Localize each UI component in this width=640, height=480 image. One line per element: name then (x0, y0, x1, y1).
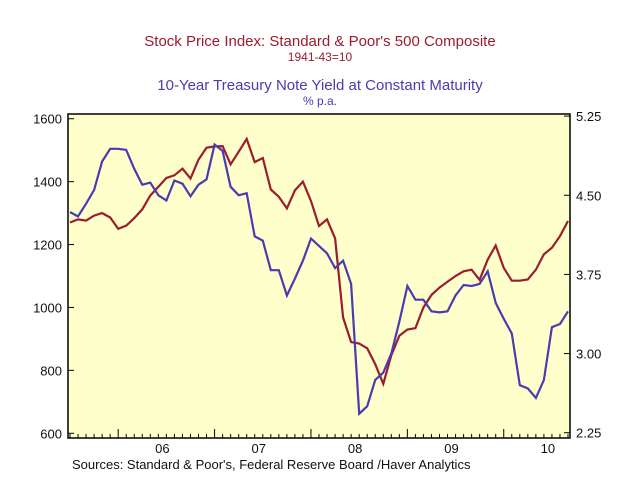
left-axis-tick-label: 1200 (33, 238, 62, 253)
chart-subtitle: 1941-43=10 (287, 50, 353, 64)
right-axis: 5.25 4.50 3.75 3.00 2.25 (564, 109, 601, 441)
chart-subtitle-secondary: % p.a. (302, 94, 338, 108)
x-axis: 06 07 08 09 10 (69, 429, 569, 456)
plot-frame (67, 113, 571, 439)
source-note: Sources: Standard & Poor's, Federal Rese… (72, 457, 471, 472)
x-axis-tick-label: 06 (155, 441, 169, 456)
x-axis-tick-label: 07 (252, 441, 266, 456)
left-axis-tick-label: 1000 (33, 300, 62, 315)
x-axis-tick-label: 10 (541, 441, 555, 456)
left-axis-tick-label: 800 (40, 363, 62, 378)
right-axis-tick-label: 5.25 (576, 109, 601, 124)
x-axis-tick-label: 09 (444, 441, 458, 456)
right-axis-tick-label: 3.00 (576, 347, 601, 362)
plot-area (68, 114, 570, 438)
right-axis-tick-label: 2.25 (576, 426, 601, 441)
chart-title-secondary: 10-Year Treasury Note Yield at Constant … (157, 77, 483, 94)
sp500-series-line (69, 136, 569, 388)
left-axis: 1600 1400 1200 1000 800 600 (33, 112, 74, 441)
chart-title: Stock Price Index: Standard & Poor's 500… (144, 33, 496, 50)
left-axis-tick-label: 1400 (33, 175, 62, 190)
right-axis-tick-label: 3.75 (576, 267, 601, 282)
left-axis-tick-label: 600 (40, 426, 62, 441)
x-axis-tick-label: 08 (348, 441, 362, 456)
left-axis-tick-label: 1600 (33, 112, 62, 127)
yield-series-line (69, 142, 569, 417)
right-axis-tick-label: 4.50 (576, 188, 601, 203)
